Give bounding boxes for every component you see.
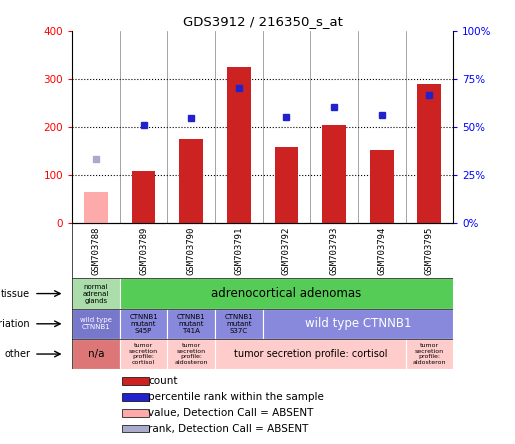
Text: GSM703794: GSM703794 <box>377 227 386 275</box>
Text: normal
adrenal
glands: normal adrenal glands <box>83 284 109 304</box>
Text: count: count <box>148 376 178 386</box>
Text: GSM703789: GSM703789 <box>139 227 148 275</box>
Bar <box>119 278 453 309</box>
Title: GDS3912 / 216350_s_at: GDS3912 / 216350_s_at <box>183 16 342 28</box>
Text: GSM703793: GSM703793 <box>330 227 338 275</box>
Bar <box>122 393 149 401</box>
Text: wild type
CTNNB1: wild type CTNNB1 <box>80 317 112 330</box>
Text: n/a: n/a <box>88 349 104 359</box>
Text: adrenocortical adenomas: adrenocortical adenomas <box>211 287 362 300</box>
Text: wild type CTNNB1: wild type CTNNB1 <box>305 317 411 330</box>
Bar <box>418 84 441 223</box>
Bar <box>72 339 119 369</box>
Text: CTNNB1
mutant
T41A: CTNNB1 mutant T41A <box>177 314 205 334</box>
Bar <box>72 309 119 339</box>
Text: tumor
secretion
profile:
aldosteron: tumor secretion profile: aldosteron <box>413 343 446 365</box>
Bar <box>263 309 453 339</box>
Text: tumor
secretion
profile:
cortisol: tumor secretion profile: cortisol <box>129 343 158 365</box>
Text: GSM703788: GSM703788 <box>92 227 100 275</box>
Bar <box>227 67 251 223</box>
Text: genotype/variation: genotype/variation <box>0 319 30 329</box>
Bar <box>122 377 149 385</box>
Bar <box>215 339 406 369</box>
Bar <box>122 409 149 416</box>
Text: GSM703790: GSM703790 <box>187 227 196 275</box>
Text: CTNNB1
mutant
S45P: CTNNB1 mutant S45P <box>129 314 158 334</box>
Bar <box>72 278 119 309</box>
Bar <box>119 309 167 339</box>
Text: other: other <box>4 349 30 359</box>
Bar <box>119 339 167 369</box>
Bar <box>322 125 346 223</box>
Text: value, Detection Call = ABSENT: value, Detection Call = ABSENT <box>148 408 314 418</box>
Bar <box>167 309 215 339</box>
Text: percentile rank within the sample: percentile rank within the sample <box>148 392 324 402</box>
Bar <box>132 170 156 223</box>
Bar <box>167 339 215 369</box>
Bar <box>179 139 203 223</box>
Text: tissue: tissue <box>1 289 30 298</box>
Bar <box>122 424 149 432</box>
Text: CTNNB1
mutant
S37C: CTNNB1 mutant S37C <box>225 314 253 334</box>
Bar <box>370 151 393 223</box>
Bar <box>406 339 453 369</box>
Text: tumor secretion profile: cortisol: tumor secretion profile: cortisol <box>233 349 387 359</box>
Bar <box>274 147 298 223</box>
Bar <box>215 309 263 339</box>
Text: tumor
secretion
profile:
aldosteron: tumor secretion profile: aldosteron <box>175 343 208 365</box>
Text: GSM703792: GSM703792 <box>282 227 291 275</box>
Text: rank, Detection Call = ABSENT: rank, Detection Call = ABSENT <box>148 424 308 433</box>
Text: GSM703795: GSM703795 <box>425 227 434 275</box>
Text: GSM703791: GSM703791 <box>234 227 243 275</box>
Bar <box>84 192 108 223</box>
